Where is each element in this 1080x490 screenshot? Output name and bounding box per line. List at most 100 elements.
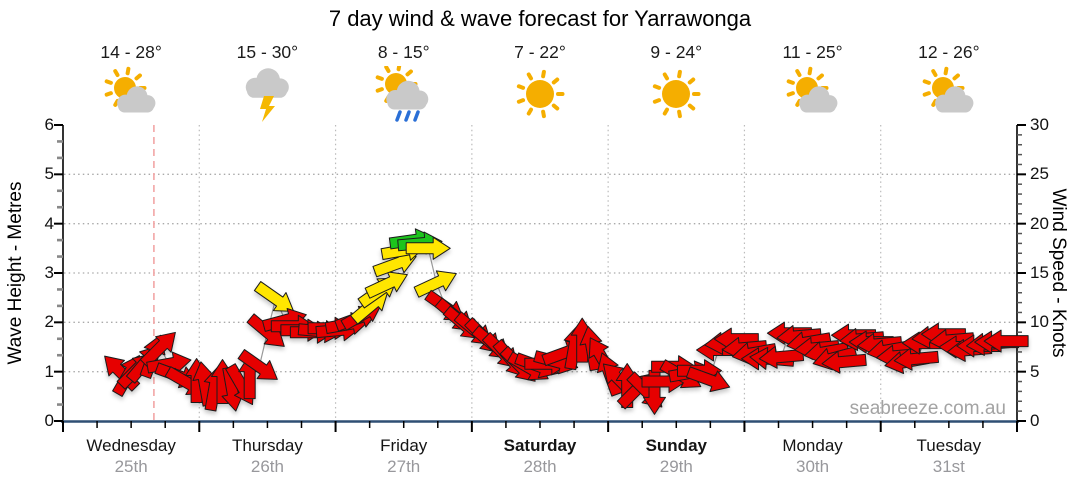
day-date-label: 28th: [523, 457, 557, 476]
rain-drop: [412, 110, 420, 122]
sun-ray: [653, 98, 662, 104]
sun-ray: [383, 66, 391, 74]
day-date-label: 30th: [796, 457, 830, 476]
sun-ray: [551, 103, 560, 111]
wind-arrow: [685, 366, 731, 393]
right-axis-title: Wind Speed - Knots: [1048, 188, 1069, 358]
day-name-label: Monday: [782, 436, 843, 455]
sun-ray: [922, 79, 931, 85]
sun-ray: [375, 75, 384, 81]
sun-ray: [943, 66, 949, 76]
day-date-label: 31st: [932, 457, 965, 476]
cloud-base: [247, 83, 288, 98]
day-date-label: 27th: [387, 457, 421, 476]
sun-ray: [786, 79, 795, 85]
left-axis-tick-label: 3: [44, 263, 54, 282]
sun-ray: [794, 69, 802, 78]
day-date-label: 25th: [114, 457, 148, 476]
sun-ray: [541, 69, 546, 79]
wind-arrow: [983, 329, 1029, 353]
axes: [54, 124, 1026, 432]
lightning-bolt: [260, 96, 276, 122]
left-axis-tick-label: 1: [44, 361, 54, 381]
temp-range-label: 7 - 22°: [514, 42, 566, 62]
sun-ray: [952, 73, 960, 81]
sun-ray: [526, 72, 533, 81]
temp-range-label: 15 - 30°: [236, 42, 299, 62]
wind-arrow: [364, 271, 408, 299]
sun-ray: [104, 79, 114, 85]
sun-ray: [807, 66, 812, 76]
sun-ray: [653, 84, 662, 90]
day-name-label: Thursday: [231, 436, 303, 455]
rain-drop: [403, 110, 411, 122]
left-axis-tick-label: 6: [44, 115, 54, 134]
sun-ray: [134, 73, 143, 81]
day-name-label: Tuesday: [916, 436, 982, 455]
sun-ray: [526, 107, 533, 116]
weather-icon-storm: [246, 68, 290, 122]
wind-arrows: [104, 228, 1029, 415]
right-axis-tick-label: 20: [1030, 213, 1049, 233]
sun-ray: [922, 91, 931, 97]
sun-ray: [113, 98, 120, 107]
day-name-label: Wednesday: [86, 436, 176, 455]
right-axis-tick-label: 30: [1030, 115, 1049, 134]
sun-ray: [786, 91, 795, 97]
sun-ray: [125, 66, 131, 76]
page-title: 7 day wind & wave forecast for Yarrawong…: [328, 6, 752, 31]
temp-range-label: 14 - 28°: [100, 42, 162, 62]
temp-range-label: 12 - 26°: [918, 42, 980, 62]
sun-ray: [405, 69, 413, 77]
sun-ray: [816, 73, 824, 81]
weather-icon-sun-cloud-rain: [375, 66, 428, 122]
day-date-label: 26th: [250, 457, 284, 476]
sun-ray: [516, 98, 526, 104]
watermark: seabreeze.com.au: [849, 398, 1006, 419]
sun-ray: [104, 91, 114, 97]
day-name-label: Friday: [380, 436, 428, 455]
sun-ray: [113, 69, 120, 78]
sun-ray: [931, 98, 938, 107]
sun-ray: [541, 109, 546, 119]
left-axis-tick-label: 2: [44, 312, 54, 332]
right-axis-tick-label: 10: [1030, 312, 1049, 332]
sun-ray: [375, 87, 384, 93]
weather-icon-sun: [653, 69, 701, 119]
day-date-label: 29th: [659, 457, 693, 476]
temp-range-label: 8 - 15°: [377, 42, 430, 62]
day-name-label: Sunday: [645, 436, 707, 455]
wind-arrow: [405, 236, 451, 260]
weather-icon-sun-cloud: [922, 66, 974, 113]
right-axis-tick-label: 5: [1030, 361, 1040, 381]
right-axis-tick-label: 0: [1030, 411, 1040, 430]
cloud-base: [118, 99, 154, 113]
cloud-base: [387, 95, 427, 110]
right-axis-tick-label: 25: [1030, 164, 1049, 184]
wind-arrow: [253, 281, 295, 312]
sun-ray: [931, 69, 938, 78]
rain-drop: [394, 110, 402, 122]
left-axis-tick-label: 5: [44, 164, 54, 184]
sun-ray: [688, 103, 696, 111]
sun-disc: [526, 80, 554, 108]
temp-range-label: 9 - 24°: [650, 42, 703, 62]
sun-ray: [396, 66, 401, 72]
right-axis-tick-label: 15: [1030, 263, 1049, 282]
wind-arrow: [893, 347, 939, 371]
sun-ray: [663, 72, 670, 81]
weather-icon-sun-cloud: [786, 66, 837, 113]
sun-ray: [688, 77, 696, 85]
left-axis-tick-label: 4: [44, 213, 54, 233]
sun-ray: [663, 107, 670, 116]
weather-icon-sun: [516, 69, 565, 119]
cloud-base: [935, 99, 972, 113]
temp-range-label: 11 - 25°: [782, 42, 843, 62]
weather-icon-sun-cloud: [104, 66, 156, 113]
sun-ray: [794, 98, 802, 107]
sun-ray: [677, 69, 683, 79]
wind-arrow: [821, 350, 867, 374]
wind-arrow: [237, 349, 278, 380]
